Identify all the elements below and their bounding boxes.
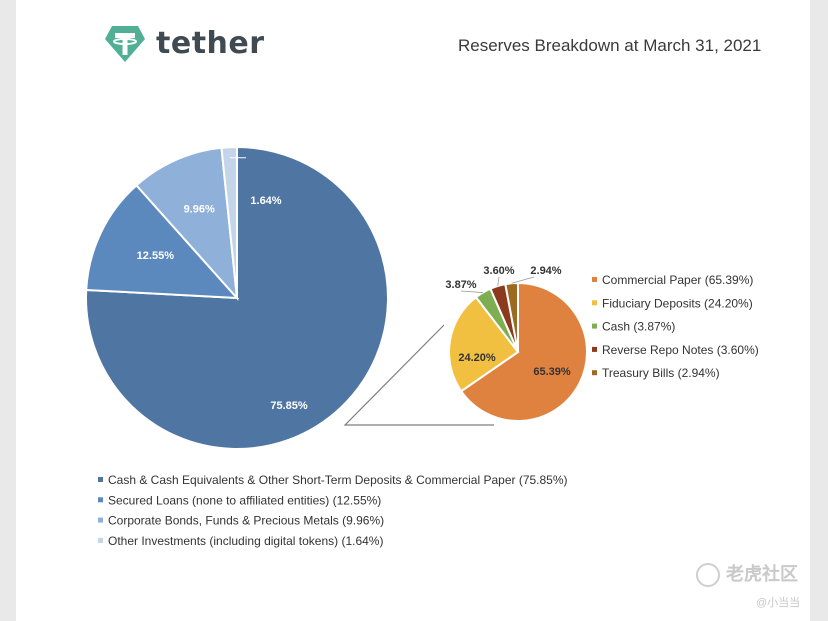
sub-slice-4 [504,281,519,353]
sub-data-label-1: 24.20% [458,352,496,364]
main-data-label-3: 1.64% [250,195,281,207]
sub-legend-swatch-1 [592,300,597,306]
main-legend-label-2: Corporate Bonds, Funds & Precious Metals… [108,514,384,528]
sub-legend-label-4: Treasury Bills (2.94%) [602,366,720,380]
main-legend-swatch-1 [98,497,103,503]
sub-leader-line-4 [511,276,535,284]
connector-line [343,324,494,426]
main-slice-2 [135,146,239,301]
main-legend-label-3: Other Investments (including digital tok… [108,534,383,548]
main-data-label-0: 75.85% [270,400,308,412]
sub-data-label-3: 3.60% [483,265,514,277]
main-data-label-2: 9.96% [184,203,215,215]
sub-leader-line-2 [460,290,483,293]
main-legend-label-0: Cash & Cash Equivalents & Other Short-Te… [108,473,568,487]
tether-logo-icon [105,26,145,62]
main-data-label-1: 12.55% [137,250,175,262]
main-slice-0 [85,145,389,450]
sub-legend-swatch-2 [592,323,597,329]
sub-data-label-2: 3.87% [445,279,476,291]
main-legend-label-1: Secured Loans (none to affiliated entiti… [108,493,381,507]
watermark-icon [696,563,720,587]
sub-legend-swatch-4 [592,370,597,376]
sub-legend-label-1: Fiduciary Deposits (24.20%) [602,296,753,310]
watermark-text: 老虎社区 [726,564,798,585]
sub-legend-swatch-3 [592,346,597,352]
sub-legend-swatch-0 [592,277,597,282]
main-slice-3 [220,145,238,299]
sub-pie: 65.39% 24.20% 3.87% 3.60% 2.94% [445,265,588,422]
sub-legend-label-0: Commercial Paper (65.39%) [602,273,753,287]
logo-text: tether [156,26,265,61]
sub-data-label-0: 65.39% [533,366,571,378]
sub-legend-label-3: Reverse Repo Notes (3.60%) [602,343,759,357]
sub-leader-line-3 [497,276,500,287]
sub-legend-label-2: Cash (3.87%) [602,320,675,334]
sub-slice-0 [459,281,588,422]
main-legend: Cash & Cash Equivalents & Other Short-Te… [98,473,568,548]
main-legend-swatch-2 [98,517,103,523]
main-legend-swatch-3 [98,537,103,543]
watermark-sub: @小当当 [756,597,801,609]
main-pie: 75.85% 12.55% 9.96% 1.64% [85,145,389,450]
main-slice-1 [85,183,240,300]
main-legend-swatch-0 [98,477,103,482]
watermark: 老虎社区 [696,560,798,587]
sub-legend: Commercial Paper (65.39%) Fiduciary Depos… [592,273,759,380]
sub-slice-1 [448,295,520,393]
pie-connector [343,324,494,426]
sub-data-label-4: 2.94% [530,265,561,277]
chart-title: Reserves Breakdown at March 31, 2021 [458,36,762,55]
